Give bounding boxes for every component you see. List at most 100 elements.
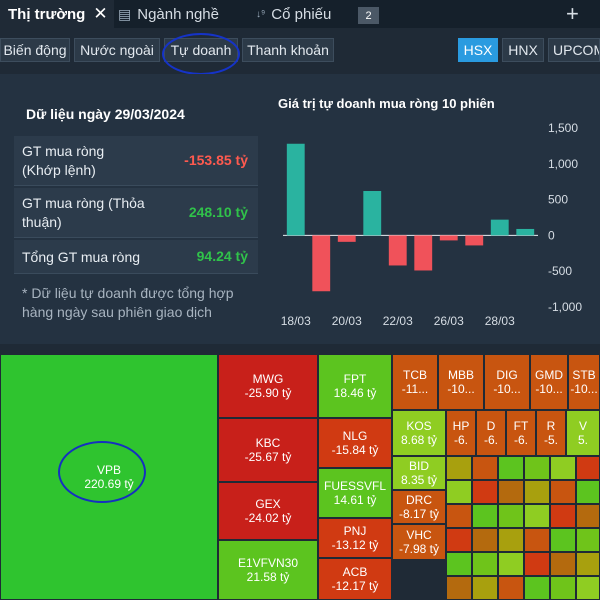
bar-6[interactable] xyxy=(439,235,458,241)
bar-2[interactable] xyxy=(337,235,356,242)
treemap-small-cell[interactable] xyxy=(498,552,524,576)
treemap-cell-gex[interactable]: GEX -24.02 tỷ xyxy=(218,482,318,540)
treemap-cell-gmd[interactable]: GMD -10... xyxy=(530,354,568,410)
treemap-small-cell[interactable] xyxy=(498,576,524,600)
ticker-value: -12.17 tỷ xyxy=(331,579,379,593)
ticker-label: FT xyxy=(513,419,529,433)
treemap-small-cell[interactable] xyxy=(524,504,550,528)
treemap-small-cell[interactable] xyxy=(524,576,550,600)
treemap-small-cell[interactable] xyxy=(550,504,576,528)
treemap-small-cell[interactable] xyxy=(524,480,550,504)
ticker-label: FPT xyxy=(343,372,367,386)
treemap-small-cell[interactable] xyxy=(446,504,472,528)
sort-icon: ↓⁹ xyxy=(256,8,266,20)
treemap-small-cell[interactable] xyxy=(446,576,472,600)
bar-3[interactable] xyxy=(363,191,382,236)
treemap-cell-nlg[interactable]: NLG -15.84 tỷ xyxy=(318,418,392,468)
close-icon[interactable]: ✕ xyxy=(93,4,108,23)
treemap-small-cell[interactable] xyxy=(472,504,498,528)
treemap-cell-vhc[interactable]: VHC -7.98 tỷ xyxy=(392,524,446,560)
x-tick-label: 28/03 xyxy=(485,314,515,328)
treemap-small-cell[interactable] xyxy=(498,528,524,552)
ticker-label: KOS xyxy=(406,419,432,433)
treemap-small-cell[interactable] xyxy=(576,504,600,528)
treemap-cell-d[interactable]: D -6. xyxy=(476,410,506,456)
ticker-label: DRC xyxy=(406,493,432,507)
treemap-small-cell[interactable] xyxy=(576,456,600,480)
treemap-small-cell[interactable] xyxy=(446,528,472,552)
bar-1[interactable] xyxy=(312,235,331,292)
treemap-small-cell[interactable] xyxy=(498,504,524,528)
treemap-small-cell[interactable] xyxy=(498,480,524,504)
tab-bien-dong[interactable]: Biến động xyxy=(0,38,70,62)
tab-nganh-nghe[interactable]: ▤ Ngành nghề xyxy=(118,0,219,28)
treemap-cell-tcb[interactable]: TCB -11... xyxy=(392,354,438,410)
treemap-small-cell[interactable] xyxy=(472,528,498,552)
treemap-small-cell[interactable] xyxy=(550,528,576,552)
treemap-small-cell[interactable] xyxy=(524,456,550,480)
treemap-small-cell[interactable] xyxy=(472,576,498,600)
treemap-cell-e1vfvn30[interactable]: E1VFVN30 21.58 tỷ xyxy=(218,540,318,600)
more-icon[interactable]: ⋮ xyxy=(594,6,600,23)
tab-thi-truong[interactable]: Thị trường ✕ xyxy=(0,0,114,28)
ticker-value: 8.35 tỷ xyxy=(400,473,438,487)
treemap-small-cell[interactable] xyxy=(472,456,498,480)
treemap-small-cell[interactable] xyxy=(446,456,472,480)
tab-co-phieu[interactable]: ↓⁹ Cổ phiếu xyxy=(256,0,331,28)
treemap-cell-r[interactable]: R -5. xyxy=(536,410,566,456)
treemap-small-cell[interactable] xyxy=(550,480,576,504)
bar-0[interactable] xyxy=(286,143,305,236)
exchange-hnx[interactable]: HNX xyxy=(502,38,544,62)
treemap-cell-stb[interactable]: STB -10... xyxy=(568,354,600,410)
treemap-small-cell[interactable] xyxy=(472,480,498,504)
treemap-cell-v[interactable]: V 5. xyxy=(566,410,600,456)
treemap-cell-mbb[interactable]: MBB -10... xyxy=(438,354,484,410)
bar-4[interactable] xyxy=(388,235,407,266)
bar-9[interactable] xyxy=(516,228,535,236)
ticker-value: -6. xyxy=(453,433,468,447)
treemap-small-cell[interactable] xyxy=(576,552,600,576)
exchange-upcom[interactable]: UPCOM xyxy=(548,38,600,62)
treemap-cell-drc[interactable]: DRC -8.17 tỷ xyxy=(392,490,446,524)
treemap-small-cell[interactable] xyxy=(446,480,472,504)
treemap-cell-mwg[interactable]: MWG -25.90 tỷ xyxy=(218,354,318,418)
y-tick-label: 1,000 xyxy=(548,157,578,171)
treemap-small-cell[interactable] xyxy=(576,576,600,600)
treemap-cell-ft[interactable]: FT -6. xyxy=(506,410,536,456)
treemap-cell-kbc[interactable]: KBC -25.67 tỷ xyxy=(218,418,318,482)
footnote: * Dữ liệu tự doanh được tổng hợp hàng ng… xyxy=(22,285,234,320)
treemap-small-cell[interactable] xyxy=(550,576,576,600)
bar-8[interactable] xyxy=(490,219,509,236)
top-tab-bar: Thị trường ✕ ▤ Ngành nghề ↓⁹ Cổ phiếu 2 … xyxy=(0,0,600,28)
row-label: Tổng GT mua ròng xyxy=(22,249,141,265)
treemap-cell-kos[interactable]: KOS 8.68 tỷ xyxy=(392,410,446,456)
treemap-small-cell[interactable] xyxy=(498,456,524,480)
treemap-cell-pnj[interactable]: PNJ -13.12 tỷ xyxy=(318,518,392,558)
treemap-small-cell[interactable] xyxy=(576,528,600,552)
treemap-small-cell[interactable] xyxy=(524,552,550,576)
treemap-cell-acb[interactable]: ACB -12.17 tỷ xyxy=(318,558,392,600)
tab-nuoc-ngoai[interactable]: Nước ngoài xyxy=(74,38,160,62)
treemap-small-cell[interactable] xyxy=(550,552,576,576)
treemap-cell-bid[interactable]: BID 8.35 tỷ xyxy=(392,456,446,490)
ticker-value: -13.12 tỷ xyxy=(331,538,379,552)
treemap-cell-dig[interactable]: DIG -10... xyxy=(484,354,530,410)
treemap-small-cell[interactable] xyxy=(524,528,550,552)
highlight-circle-vpb xyxy=(58,441,146,503)
treemap-cell-hp[interactable]: HP -6. xyxy=(446,410,476,456)
summary-panel: Dữ liệu ngày 29/03/2024 GT mua ròng (Khớ… xyxy=(0,74,600,344)
exchange-hsx[interactable]: HSX xyxy=(458,38,498,62)
treemap-small-cell[interactable] xyxy=(446,552,472,576)
treemap: VPB 220.69 tỷ MWG -25.90 tỷ KBC -25.67 tỷ GEX -… xyxy=(0,354,600,600)
treemap-cell-fuessvfl[interactable]: FUESSVFL 14.61 tỷ xyxy=(318,468,392,518)
bar-5[interactable] xyxy=(414,235,433,271)
tab-thanh-khoan[interactable]: Thanh khoản xyxy=(242,38,334,62)
treemap-small-cell[interactable] xyxy=(550,456,576,480)
add-tab-icon[interactable]: + xyxy=(566,1,579,26)
tab-count-badge[interactable]: 2 xyxy=(358,7,379,24)
bar-7[interactable] xyxy=(465,235,484,246)
treemap-cell-fpt[interactable]: FPT 18.46 tỷ xyxy=(318,354,392,418)
row-khop-lenh: GT mua ròng (Khớp lệnh) -153.85 tỷ xyxy=(14,136,258,186)
treemap-small-cell[interactable] xyxy=(576,480,600,504)
treemap-small-cell[interactable] xyxy=(472,552,498,576)
